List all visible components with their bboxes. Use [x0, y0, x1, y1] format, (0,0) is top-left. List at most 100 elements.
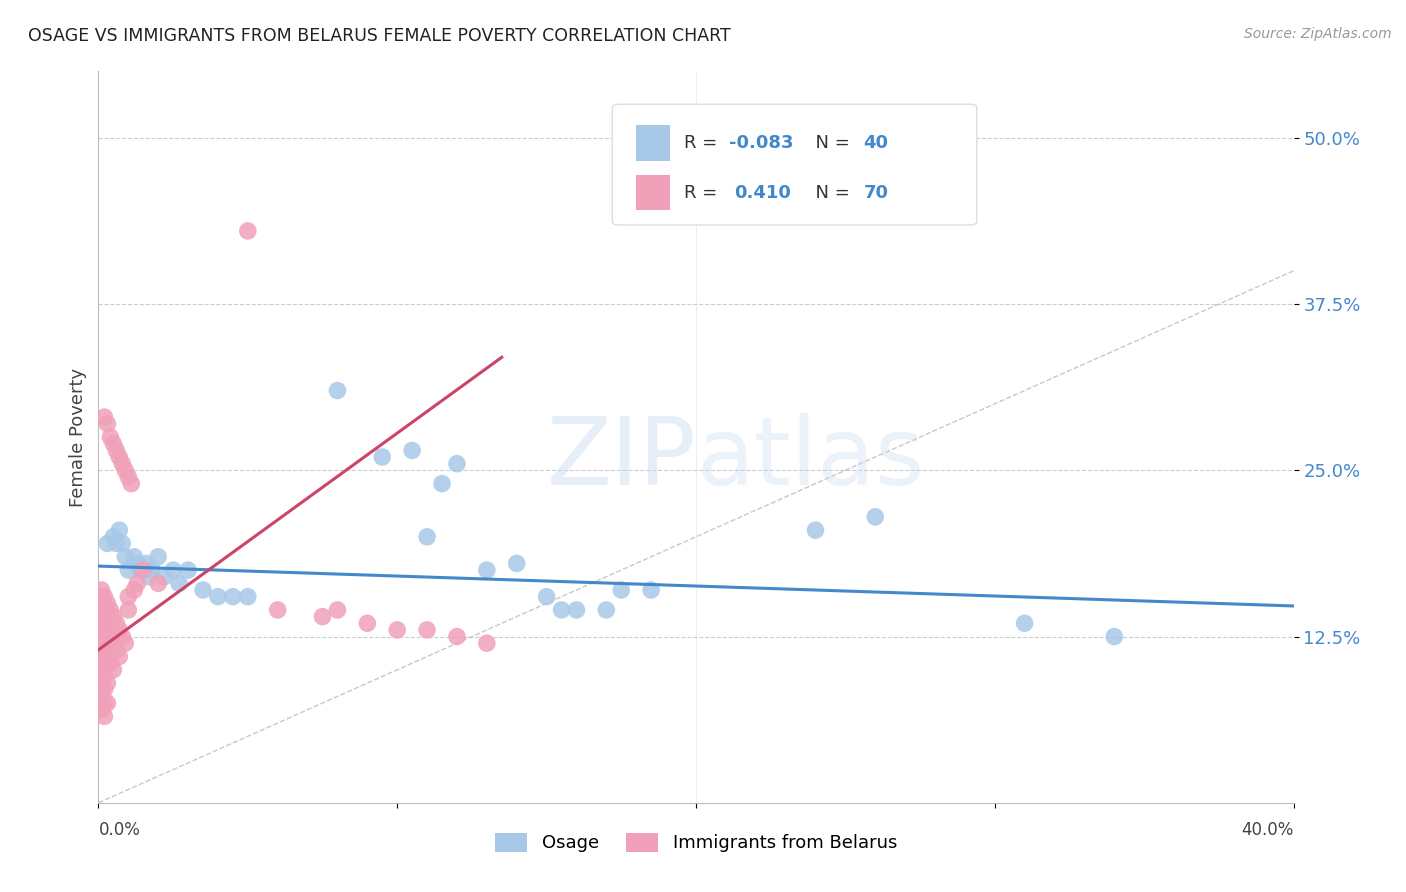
- Point: [865, 509, 887, 524]
- Point: [90, 690, 112, 704]
- Point: [120, 476, 142, 491]
- Point: [96, 696, 118, 710]
- Point: [565, 603, 588, 617]
- Point: [93, 410, 115, 425]
- Point: [132, 563, 155, 577]
- Point: [103, 663, 125, 677]
- Point: [430, 476, 453, 491]
- Point: [236, 590, 259, 604]
- Point: [162, 563, 184, 577]
- Point: [117, 590, 139, 604]
- Point: [640, 582, 662, 597]
- Text: N =: N =: [804, 184, 855, 202]
- Point: [1014, 616, 1036, 631]
- Point: [111, 457, 134, 471]
- Text: OSAGE VS IMMIGRANTS FROM BELARUS FEMALE POVERTY CORRELATION CHART: OSAGE VS IMMIGRANTS FROM BELARUS FEMALE …: [28, 27, 731, 45]
- Point: [326, 384, 349, 398]
- FancyBboxPatch shape: [613, 104, 977, 225]
- Text: R =: R =: [685, 184, 728, 202]
- Point: [1104, 630, 1126, 644]
- Point: [90, 609, 112, 624]
- Point: [93, 656, 115, 670]
- Point: [98, 603, 122, 617]
- Point: [96, 417, 118, 431]
- Point: [506, 557, 529, 571]
- Point: [96, 656, 118, 670]
- Point: [132, 563, 155, 577]
- Point: [114, 549, 136, 564]
- Point: [311, 609, 333, 624]
- Point: [105, 443, 128, 458]
- Point: [105, 643, 128, 657]
- Point: [148, 576, 170, 591]
- Point: [105, 616, 128, 631]
- Point: [90, 669, 112, 683]
- Point: [90, 676, 112, 690]
- Point: [93, 630, 115, 644]
- Legend: Osage, Immigrants from Belarus: Osage, Immigrants from Belarus: [488, 826, 904, 860]
- Point: [90, 603, 112, 617]
- Point: [401, 443, 423, 458]
- Point: [167, 576, 190, 591]
- Point: [93, 616, 115, 631]
- Point: [267, 603, 290, 617]
- Point: [124, 582, 146, 597]
- Point: [207, 590, 229, 604]
- Text: 40.0%: 40.0%: [1241, 821, 1294, 839]
- Text: R =: R =: [685, 134, 723, 152]
- Point: [90, 703, 112, 717]
- Point: [93, 696, 115, 710]
- Point: [105, 536, 128, 550]
- Point: [127, 576, 149, 591]
- Point: [141, 563, 163, 577]
- Point: [93, 643, 115, 657]
- Point: [804, 523, 827, 537]
- Point: [127, 557, 149, 571]
- FancyBboxPatch shape: [637, 126, 669, 161]
- Point: [117, 563, 139, 577]
- Point: [536, 590, 558, 604]
- Point: [90, 682, 112, 697]
- Point: [90, 656, 112, 670]
- Point: [148, 549, 170, 564]
- Point: [326, 603, 349, 617]
- Text: 70: 70: [863, 184, 889, 202]
- Point: [103, 609, 125, 624]
- Point: [446, 457, 468, 471]
- Point: [222, 590, 245, 604]
- Point: [98, 630, 122, 644]
- Point: [93, 590, 115, 604]
- Text: N =: N =: [804, 134, 855, 152]
- Point: [93, 669, 115, 683]
- Text: 0.0%: 0.0%: [98, 821, 141, 839]
- Point: [90, 630, 112, 644]
- Point: [103, 636, 125, 650]
- Point: [236, 224, 259, 238]
- Point: [98, 430, 122, 444]
- Text: -0.083: -0.083: [730, 134, 794, 152]
- Point: [129, 563, 152, 577]
- Text: 40: 40: [863, 134, 889, 152]
- Point: [96, 596, 118, 610]
- Point: [108, 623, 131, 637]
- Point: [108, 649, 131, 664]
- Point: [96, 676, 118, 690]
- Point: [90, 636, 112, 650]
- Point: [595, 603, 617, 617]
- Point: [475, 636, 498, 650]
- Point: [135, 557, 157, 571]
- Text: ZIP: ZIP: [547, 413, 696, 505]
- Point: [114, 636, 136, 650]
- Point: [124, 549, 146, 564]
- Point: [111, 630, 134, 644]
- Point: [108, 523, 131, 537]
- Point: [371, 450, 394, 464]
- Point: [93, 682, 115, 697]
- Point: [114, 463, 136, 477]
- Point: [93, 603, 115, 617]
- Point: [117, 470, 139, 484]
- Point: [93, 709, 115, 723]
- Point: [153, 570, 176, 584]
- Point: [90, 596, 112, 610]
- Point: [177, 563, 200, 577]
